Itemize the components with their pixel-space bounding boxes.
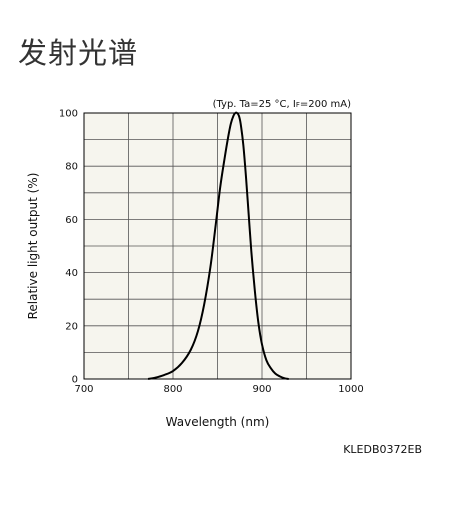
y-tick-label: 0	[72, 375, 78, 386]
plot-frame	[83, 112, 352, 380]
y-tick-label: 80	[65, 162, 78, 173]
y-tick-label: 60	[65, 215, 78, 226]
document-code: KLEDB0372EB	[343, 443, 422, 456]
x-tick-label: 1000	[338, 384, 363, 395]
y-tick-label: 100	[59, 109, 78, 120]
y-tick-label: 20	[65, 321, 78, 332]
x-tick-label: 900	[252, 384, 271, 395]
x-tick-label: 700	[74, 384, 93, 395]
x-tick-label: 800	[163, 384, 182, 395]
y-tick-label: 40	[65, 268, 78, 279]
y-axis-label: Relative light output (%)	[26, 173, 40, 320]
grid-lines	[84, 113, 351, 379]
axis-ticks: 700 800 900 1000 0 20 40 60 80 100	[59, 109, 364, 396]
x-axis-label: Wavelength (nm)	[166, 415, 270, 429]
page-title: 发射光谱	[18, 36, 139, 70]
condition-note: (Typ. Ta=25 °C, IF=200 mA)	[213, 99, 351, 110]
